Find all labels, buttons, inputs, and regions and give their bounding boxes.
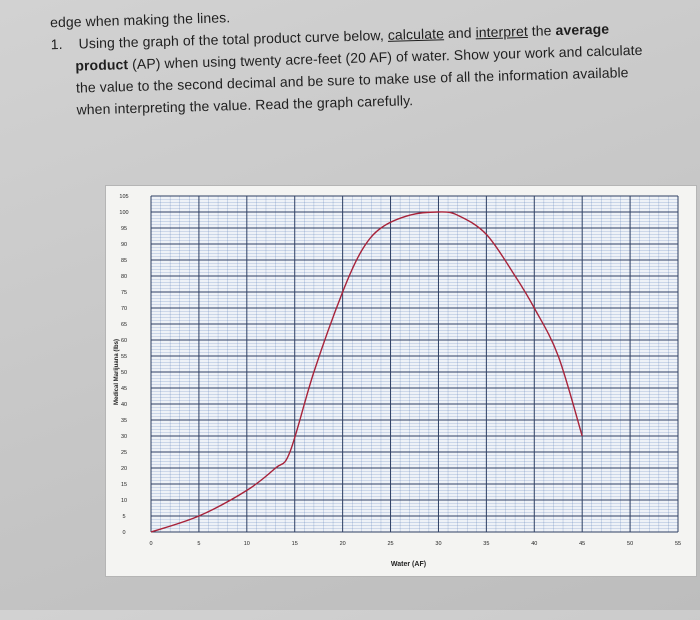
x-tick-label: 15	[292, 541, 298, 547]
x-axis-label: Water (AF)	[391, 561, 426, 568]
y-tick-label: 15	[121, 482, 127, 488]
chart-svg: 0510152025303540455055606570758085909510…	[114, 194, 681, 568]
x-tick-label: 5	[197, 541, 200, 547]
x-tick-label: 35	[483, 541, 489, 547]
y-tick-label: 10	[121, 498, 127, 504]
question-text: the	[527, 22, 556, 39]
question-text: when interpreting the value. Read the gr…	[76, 92, 414, 118]
keyword-average: average	[555, 20, 610, 39]
plot-area	[151, 196, 678, 532]
y-tick-label: 25	[121, 450, 127, 456]
x-tick-label: 45	[579, 541, 585, 547]
question-intro-line: edge when making the lines.	[50, 9, 231, 30]
x-tick-label: 40	[531, 541, 537, 547]
minor-grid	[150, 195, 679, 533]
y-tick-label: 0	[122, 530, 125, 536]
y-tick-label: 85	[121, 258, 127, 264]
y-tick-label: 105	[119, 194, 128, 200]
x-tick-label: 10	[244, 541, 250, 547]
y-tick-label: 80	[121, 274, 127, 280]
keyword-calculate: calculate	[387, 25, 445, 43]
x-tick-label: 20	[340, 541, 346, 547]
question-text: and	[443, 24, 476, 42]
x-tick-label: 25	[387, 541, 393, 547]
y-tick-label: 60	[121, 338, 127, 344]
question-number: 1.	[50, 35, 63, 53]
x-tick-label: 0	[149, 541, 152, 547]
x-tick-label: 50	[627, 541, 633, 547]
y-tick-label: 100	[119, 210, 128, 216]
y-tick-label: 50	[121, 370, 127, 376]
y-tick-label: 75	[121, 290, 127, 296]
y-tick-label: 95	[121, 226, 127, 232]
keyword-product: product	[75, 56, 129, 74]
x-tick-label: 55	[675, 541, 681, 547]
y-tick-label: 5	[122, 514, 125, 520]
major-grid	[150, 195, 679, 533]
y-tick-label: 90	[121, 242, 127, 248]
y-tick-label: 45	[121, 386, 127, 392]
total-product-chart: 0 5 10 15 20 25 30 35 40 45 50 55 60 65 70 75 80 85 90 95 10…	[105, 185, 697, 577]
y-tick-label: 35	[121, 418, 127, 424]
y-tick-label: 40	[121, 402, 127, 408]
x-tick-labels: 0 5 10 15 20 25 30 35 40 45 50 55	[149, 541, 681, 547]
question-line-4: when interpreting the value. Read the gr…	[76, 92, 413, 117]
intro-text: edge when making the lines.	[49, 9, 231, 31]
y-tick-label: 20	[121, 466, 127, 472]
y-tick-labels: 0 5 10 15 20 25 30 35 40 45 50 55 60 65 70 75 80 85 90 95 10…	[119, 194, 128, 536]
y-tick-label: 70	[121, 306, 127, 312]
y-tick-label: 55	[121, 354, 127, 360]
y-tick-label: 65	[121, 322, 127, 328]
question-text: Using the graph of the total product cur…	[78, 26, 389, 52]
x-tick-label: 30	[435, 541, 441, 547]
y-axis-label: Medical Marijuana (lbs)	[114, 339, 120, 405]
y-tick-label: 30	[121, 434, 127, 440]
total-product-curve	[150, 211, 583, 533]
keyword-interpret: interpret	[475, 22, 529, 41]
